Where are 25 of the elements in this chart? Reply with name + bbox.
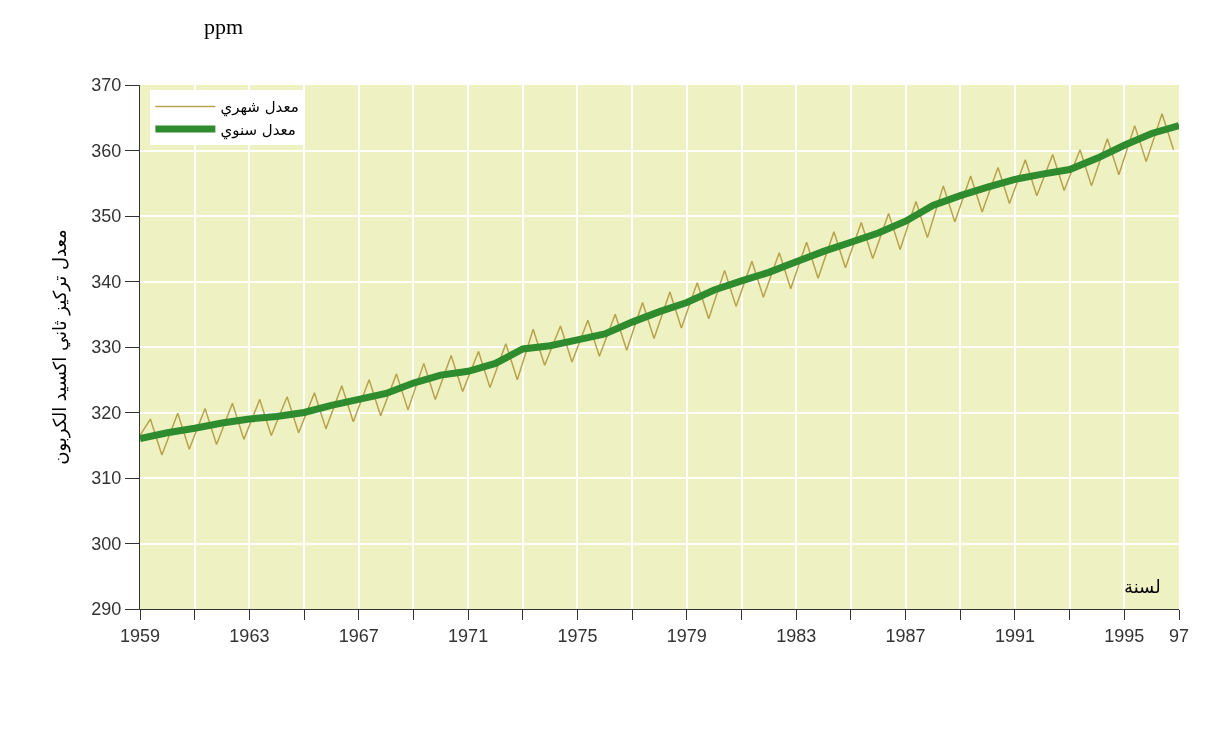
y-tick-label: 360 [91, 140, 122, 161]
y-tick-label: 340 [91, 271, 122, 292]
x-tick-label: 1971 [448, 625, 489, 646]
x-tick-label: 1975 [557, 625, 598, 646]
x-tick-label: 1987 [885, 625, 926, 646]
y-tick-label: 290 [91, 599, 122, 620]
x-tick-label: 1991 [994, 625, 1035, 646]
legend-label: معدل شهري [220, 98, 299, 118]
x-tick-label: 1979 [666, 625, 707, 646]
x-tick-label: 97 [1168, 625, 1190, 646]
x-tick-label: 1995 [1104, 625, 1145, 646]
text: ppm [204, 14, 244, 39]
x-axis-title: لسنة [1124, 576, 1161, 597]
y-tick-label: 300 [91, 533, 122, 554]
x-tick-label: 1983 [776, 625, 817, 646]
y-tick-label: 310 [91, 468, 122, 489]
y-axis-title: معدل تركيز ثاني اكسيد الكربون [48, 229, 71, 465]
x-tick-label: 1963 [229, 625, 270, 646]
x-tick-label: 1967 [338, 625, 379, 646]
y-tick-label: 330 [91, 337, 122, 358]
x-tick-label: 1959 [119, 625, 161, 646]
y-tick-label: 370 [91, 75, 122, 96]
y-tick-label: 320 [91, 402, 122, 423]
y-tick-label: 350 [91, 206, 122, 227]
legend-label: معدل سنوي [220, 120, 296, 140]
